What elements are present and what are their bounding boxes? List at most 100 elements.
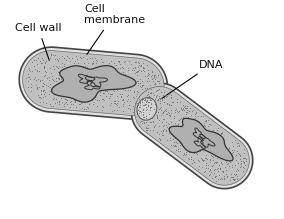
Point	[68, 75, 73, 78]
Point	[126, 68, 131, 71]
Point	[156, 79, 160, 83]
Point	[207, 141, 212, 144]
Point	[220, 169, 225, 173]
Point	[148, 98, 153, 101]
Point	[167, 111, 171, 115]
Point	[204, 157, 209, 161]
Point	[63, 100, 68, 104]
Point	[143, 87, 148, 90]
Point	[211, 164, 215, 167]
Point	[131, 104, 135, 108]
Point	[217, 134, 221, 138]
Point	[126, 67, 130, 70]
Point	[47, 86, 52, 89]
Point	[161, 93, 166, 97]
Point	[201, 121, 206, 125]
Point	[87, 57, 92, 60]
Point	[187, 150, 191, 154]
Point	[141, 69, 146, 72]
Point	[233, 173, 238, 177]
Point	[95, 105, 99, 108]
Point	[154, 79, 159, 83]
Point	[94, 86, 99, 90]
Point	[212, 146, 216, 149]
Point	[37, 70, 42, 73]
Point	[183, 107, 187, 110]
Point	[73, 67, 78, 71]
Point	[140, 116, 145, 119]
Point	[148, 116, 153, 120]
Point	[82, 79, 87, 83]
Point	[120, 109, 125, 113]
Point	[113, 72, 117, 75]
Point	[164, 112, 168, 115]
Point	[157, 132, 162, 136]
Point	[52, 79, 56, 83]
Point	[71, 102, 76, 106]
Point	[208, 135, 212, 139]
Point	[209, 153, 214, 157]
Point	[151, 94, 156, 97]
Point	[80, 106, 84, 110]
Point	[181, 153, 185, 157]
Point	[210, 151, 215, 155]
Point	[162, 96, 166, 100]
Point	[202, 134, 206, 138]
Point	[222, 145, 227, 148]
Point	[66, 70, 71, 73]
Point	[91, 102, 96, 106]
Polygon shape	[23, 51, 164, 116]
Point	[38, 61, 43, 65]
Point	[204, 157, 209, 160]
Point	[176, 149, 180, 152]
Point	[60, 90, 64, 93]
Point	[202, 170, 207, 173]
Point	[57, 100, 62, 103]
Polygon shape	[52, 66, 136, 102]
Point	[141, 104, 146, 107]
Point	[137, 105, 141, 108]
Point	[160, 98, 165, 101]
Point	[194, 129, 199, 132]
Point	[100, 60, 104, 64]
Point	[162, 117, 166, 121]
Point	[53, 57, 58, 60]
Point	[181, 133, 185, 137]
Ellipse shape	[137, 97, 157, 120]
Point	[135, 73, 139, 77]
Point	[217, 166, 222, 170]
Point	[166, 103, 171, 106]
Point	[176, 122, 180, 125]
Point	[106, 76, 110, 79]
Point	[105, 84, 110, 88]
Point	[214, 174, 218, 178]
Point	[167, 122, 171, 126]
Point	[75, 93, 80, 96]
Point	[138, 111, 143, 114]
Point	[62, 102, 67, 105]
Point	[162, 124, 166, 127]
Point	[59, 76, 63, 79]
Point	[74, 105, 78, 109]
Point	[88, 96, 93, 100]
Point	[198, 146, 202, 149]
Point	[78, 56, 83, 59]
Point	[164, 93, 168, 97]
Point	[135, 93, 139, 96]
Point	[103, 67, 108, 71]
Point	[110, 85, 114, 89]
Point	[154, 95, 158, 99]
Point	[28, 89, 33, 93]
Point	[183, 150, 188, 153]
Point	[235, 141, 240, 145]
Point	[234, 153, 239, 156]
Point	[82, 78, 86, 82]
Point	[215, 167, 219, 171]
Point	[68, 105, 72, 109]
Point	[153, 102, 157, 106]
Point	[63, 72, 68, 76]
Point	[53, 53, 57, 56]
Point	[181, 128, 186, 132]
Point	[57, 100, 61, 103]
Point	[153, 76, 158, 79]
